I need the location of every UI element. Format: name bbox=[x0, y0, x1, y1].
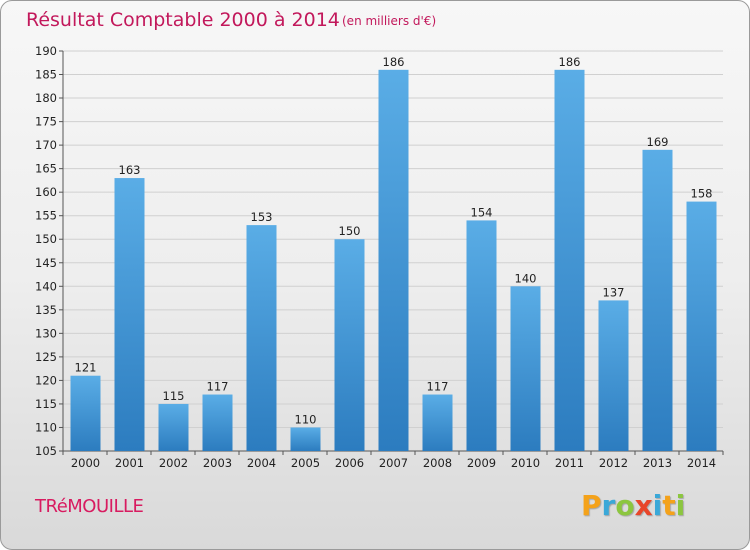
y-tick-label: 120 bbox=[35, 373, 57, 387]
y-tick-label: 115 bbox=[35, 397, 57, 411]
bar-value-label: 153 bbox=[251, 210, 273, 224]
bar-2002 bbox=[158, 403, 189, 451]
bar-value-label: 154 bbox=[471, 205, 493, 219]
y-tick-label: 190 bbox=[35, 44, 57, 58]
bar-value-label: 115 bbox=[163, 389, 185, 403]
x-tick-label: 2001 bbox=[115, 456, 144, 470]
y-tick-label: 160 bbox=[35, 185, 57, 199]
x-tick-label: 2010 bbox=[511, 456, 540, 470]
bar-2001 bbox=[114, 178, 145, 451]
bar-2011 bbox=[554, 69, 585, 451]
bar-2014 bbox=[686, 201, 717, 451]
bar-value-label: 140 bbox=[515, 271, 537, 285]
bar-value-label: 117 bbox=[207, 380, 229, 394]
bar-value-label: 137 bbox=[603, 285, 625, 299]
x-tick-label: 2002 bbox=[159, 456, 188, 470]
x-tick-label: 2013 bbox=[643, 456, 672, 470]
y-tick-label: 170 bbox=[35, 138, 57, 152]
chart-subtitle: (en milliers d'€) bbox=[342, 14, 437, 28]
y-tick-label: 125 bbox=[35, 350, 57, 364]
bar-value-label: 186 bbox=[383, 55, 405, 69]
x-tick-label: 2014 bbox=[687, 456, 716, 470]
x-tick-label: 2006 bbox=[335, 456, 364, 470]
x-tick-label: 2000 bbox=[71, 456, 100, 470]
logo-letter: i bbox=[675, 489, 686, 522]
y-tick-label: 145 bbox=[35, 256, 57, 270]
bar-2010 bbox=[510, 286, 541, 451]
logo-letter: P bbox=[581, 489, 602, 522]
logo-letter: x bbox=[634, 489, 653, 522]
x-tick-label: 2008 bbox=[423, 456, 452, 470]
bar-2012 bbox=[598, 300, 629, 451]
logo-letter: t bbox=[662, 489, 676, 522]
proxiti-logo[interactable]: Proxiti bbox=[581, 489, 685, 522]
bar-value-label: 169 bbox=[647, 135, 669, 149]
y-tick-label: 110 bbox=[35, 420, 57, 434]
bar-value-label: 150 bbox=[339, 224, 361, 238]
bar-2006 bbox=[334, 239, 365, 451]
bar-2009 bbox=[466, 220, 497, 451]
bar-2005 bbox=[290, 427, 321, 451]
bar-value-label: 110 bbox=[295, 412, 317, 426]
x-tick-label: 2011 bbox=[555, 456, 584, 470]
x-tick-label: 2012 bbox=[599, 456, 628, 470]
bar-2007 bbox=[378, 69, 409, 451]
labels: 105 110 115 120 125 130 135 140 145 150 155 160 165 1… bbox=[35, 44, 716, 470]
bar-value-label: 121 bbox=[75, 361, 97, 375]
y-tick-label: 175 bbox=[35, 115, 57, 129]
y-tick-label: 155 bbox=[35, 209, 57, 223]
bar-2013 bbox=[642, 149, 673, 451]
y-tick-label: 130 bbox=[35, 326, 57, 340]
y-tick-label: 150 bbox=[35, 232, 57, 246]
x-tick-label: 2003 bbox=[203, 456, 232, 470]
logo-letter: i bbox=[652, 489, 663, 522]
bar-value-label: 186 bbox=[559, 55, 581, 69]
bar-2000 bbox=[70, 375, 101, 451]
bar-value-label: 163 bbox=[119, 163, 141, 177]
chart-title: Résultat Comptable 2000 à 2014 bbox=[26, 9, 340, 31]
y-tick-label: 140 bbox=[35, 279, 57, 293]
bar-2004 bbox=[246, 225, 277, 451]
bar-value-label: 158 bbox=[691, 187, 713, 201]
logo-letter: r bbox=[601, 489, 616, 522]
commune-name: TRéMOUILLE bbox=[35, 496, 144, 517]
y-tick-label: 165 bbox=[35, 162, 57, 176]
x-tick-label: 2005 bbox=[291, 456, 320, 470]
y-tick-label: 185 bbox=[35, 68, 57, 82]
bar-value-label: 117 bbox=[427, 380, 449, 394]
x-tick-label: 2004 bbox=[247, 456, 276, 470]
x-tick-label: 2009 bbox=[467, 456, 496, 470]
x-tick-label: 2007 bbox=[379, 456, 408, 470]
bar-2003 bbox=[202, 394, 233, 451]
bars bbox=[70, 69, 717, 451]
bar-2008 bbox=[422, 394, 453, 451]
logo-letter: o bbox=[615, 489, 635, 522]
y-tick-label: 135 bbox=[35, 303, 57, 317]
y-tick-label: 105 bbox=[35, 444, 57, 458]
y-tick-label: 180 bbox=[35, 91, 57, 105]
